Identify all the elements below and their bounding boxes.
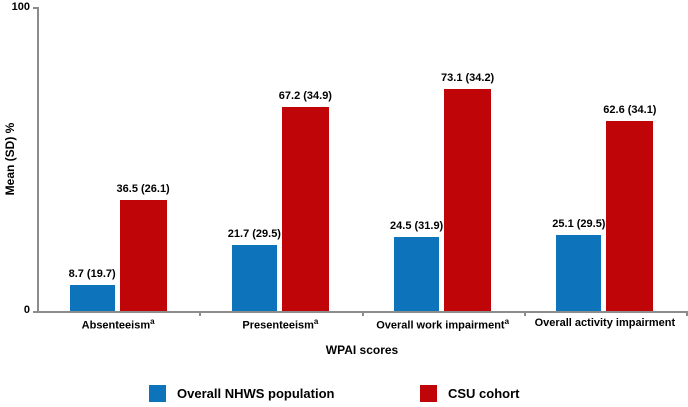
x-tick-mark (199, 311, 201, 316)
legend-swatch-csu-cohort (420, 385, 437, 402)
x-tick-mark (362, 311, 364, 316)
bar-value-label-csu-cohort-overall-activity-impairment: 62.6 (34.1) (603, 104, 657, 116)
bar-csu-cohort-overall-work-impairment (444, 89, 492, 311)
category-label-presenteeism: Presenteeisma (242, 317, 319, 332)
bar-value-label-csu-cohort-presenteeism: 67.2 (34.9) (278, 90, 332, 102)
y-tick-mark-100 (33, 7, 38, 9)
y-tick-label-0: 0 (23, 304, 30, 316)
bar-value-label-overall-nhws-population-presenteeism: 21.7 (29.5) (227, 228, 281, 240)
x-axis-title: WPAI scores (325, 343, 399, 357)
bar-overall-nhws-population-absenteeism (69, 285, 115, 311)
footnote-marker: a (504, 317, 510, 326)
bar-value-label-overall-nhws-population-absenteeism: 8.7 (19.7) (68, 268, 116, 280)
chart-legend: Overall NHWS population CSU cohort (0, 381, 688, 407)
legend-item-overall-nhws-population: Overall NHWS population (149, 385, 334, 402)
y-axis-line (37, 7, 39, 312)
x-tick-mark (524, 311, 526, 316)
category-label-overall-activity-impairment: Overall activity impairment (534, 317, 676, 329)
y-tick-label-100: 100 (11, 1, 30, 13)
bar-overall-nhws-population-presenteeism (231, 245, 277, 311)
y-tick-mark-0 (33, 311, 38, 313)
y-axis-title: Mean (SD) % (3, 122, 17, 196)
x-tick-mark (686, 311, 688, 316)
bar-value-label-overall-nhws-population-overall-work-impairment: 24.5 (31.9) (390, 220, 444, 232)
bar-value-label-csu-cohort-overall-work-impairment: 73.1 (34.2) (441, 72, 495, 84)
bar-value-label-overall-nhws-population-overall-activity-impairment: 25.1 (29.5) (552, 218, 606, 230)
footnote-marker: a (313, 317, 319, 326)
legend-label-csu-cohort: CSU cohort (448, 386, 520, 401)
category-label-overall-work-impairment: Overall work impairmenta (376, 317, 510, 332)
bar-overall-nhws-population-overall-activity-impairment (556, 235, 602, 311)
legend-swatch-overall-nhws-population (149, 385, 166, 402)
bar-value-label-csu-cohort-absenteeism: 36.5 (26.1) (116, 183, 170, 195)
category-label-absenteeism: Absenteeisma (81, 317, 155, 332)
bar-csu-cohort-presenteeism (281, 107, 329, 311)
bar-csu-cohort-absenteeism (119, 200, 167, 311)
legend-label-overall-nhws-population: Overall NHWS population (177, 386, 335, 401)
bar-overall-nhws-population-overall-work-impairment (394, 237, 440, 311)
legend-item-csu-cohort: CSU cohort (420, 385, 520, 402)
footnote-marker: a (150, 317, 155, 326)
bar-csu-cohort-overall-activity-impairment (606, 121, 654, 311)
